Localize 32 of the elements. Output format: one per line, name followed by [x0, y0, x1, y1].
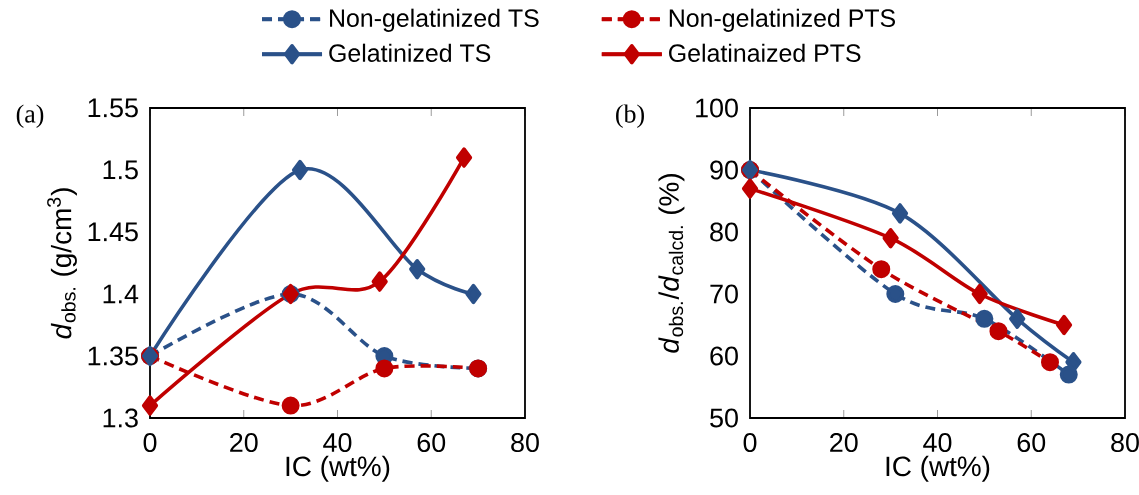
legend-label: Gelatinized TS — [329, 43, 491, 62]
y-tick-label: 100 — [696, 98, 738, 118]
x-tick-label: 0 — [143, 433, 157, 453]
y-tick-label: 50 — [710, 408, 738, 428]
y-tick-label: 1.4 — [103, 284, 139, 304]
chart-title: (a) — [16, 104, 44, 128]
x-tick-label: 0 — [743, 433, 757, 453]
x-tick-label: 60 — [1017, 433, 1046, 453]
x-axis-title: IC (wt%) — [886, 455, 990, 482]
legend-label: Gelatinaized PTS — [669, 43, 861, 62]
y-axis-title: d$_{obs.}$/d$_{calcd.}$ (%) — [658, 174, 685, 353]
x-axis-title: IC (wt%) — [286, 455, 390, 482]
legend-label: Non-gelatinized TS — [330, 8, 539, 32]
y-tick-label: 70 — [710, 284, 738, 304]
chart-title: (b) — [616, 104, 644, 128]
y-axis-title: d$_{obs.}$ (g/cm$^{3}$) — [47, 188, 77, 339]
y-tick-label: 1.55 — [88, 98, 138, 118]
y-tick-label: 80 — [710, 222, 738, 242]
x-tick-label: 60 — [417, 433, 446, 453]
y-tick-label: 1.35 — [88, 346, 138, 366]
x-tick-label: 40 — [323, 433, 352, 453]
y-tick-label: 1.5 — [103, 160, 138, 180]
y-tick-label: 60 — [710, 346, 738, 366]
x-tick-label: 40 — [923, 433, 952, 453]
y-tick-label: 1.3 — [103, 408, 138, 428]
legend-label: Non-gelatinized PTS — [669, 8, 896, 32]
x-tick-label: 20 — [830, 433, 858, 453]
y-tick-label: 90 — [710, 160, 738, 180]
x-tick-label: 20 — [230, 433, 258, 453]
x-tick-label: 80 — [511, 433, 539, 453]
y-tick-label: 1.45 — [88, 222, 138, 242]
x-tick-label: 80 — [1111, 433, 1139, 453]
